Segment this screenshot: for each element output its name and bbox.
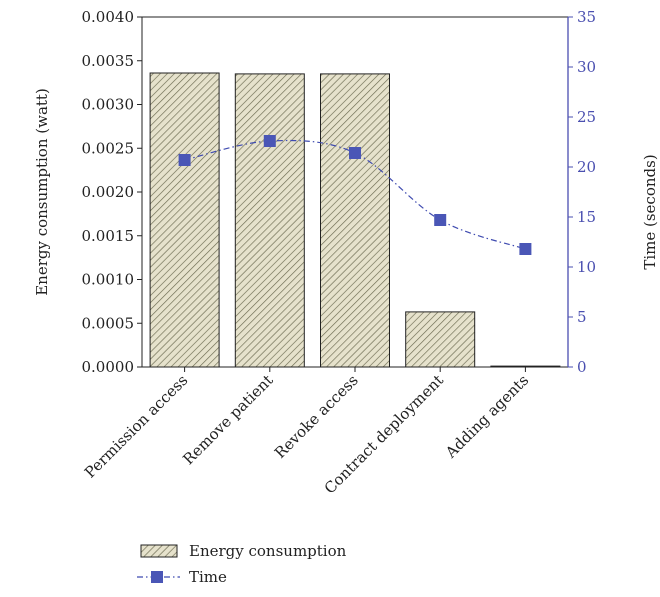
x-tick-label: Revoke access	[271, 371, 362, 462]
time-series	[178, 135, 532, 255]
y-tick-label: 0.0025	[82, 139, 135, 157]
y2-tick-label: 30	[577, 58, 596, 76]
y-tick-label: 0.0035	[82, 52, 135, 70]
y2-tick-label: 0	[577, 358, 587, 376]
legend-bar-swatch	[140, 544, 178, 558]
bar	[234, 73, 305, 368]
y-axis-title: Energy consumption (watt)	[33, 88, 51, 296]
legend-marker-swatch	[151, 571, 163, 583]
y2-tick-label: 25	[577, 108, 596, 126]
x-tick-label: Permission access	[81, 371, 191, 481]
y-tick-label: 0.0030	[82, 96, 135, 114]
y2-tick-label: 5	[577, 308, 587, 326]
y2-tick-label: 35	[577, 8, 596, 26]
legend-label: Energy consumption	[189, 542, 347, 560]
legend: Energy consumption Time	[137, 542, 347, 586]
bar	[320, 73, 390, 368]
bar-series	[149, 72, 561, 368]
time-marker	[519, 243, 532, 255]
x-tick-label: Remove patient	[179, 371, 276, 468]
legend-label: Time	[189, 568, 227, 586]
time-line	[184, 139, 526, 250]
x-tick-label: Adding agents	[441, 371, 532, 462]
y-tick-label: 0.0040	[82, 8, 135, 26]
y2-tick-label: 10	[577, 258, 596, 276]
y-tick-label: 0.0005	[82, 314, 135, 332]
y-tick-label: 0.0010	[82, 271, 135, 289]
bar	[405, 311, 476, 368]
y-tick-label: 0.0000	[82, 358, 135, 376]
axes	[137, 16, 573, 372]
bar	[149, 72, 220, 368]
y2-tick-label: 15	[577, 208, 596, 226]
time-marker	[349, 147, 361, 159]
time-marker	[434, 214, 447, 226]
time-marker	[178, 154, 191, 166]
y2-tick-label: 20	[577, 158, 596, 176]
y-tick-label: 0.0015	[82, 227, 135, 245]
time-marker	[263, 135, 276, 147]
y-tick-label: 0.0020	[82, 183, 135, 201]
y2-axis-title: Time (seconds)	[641, 154, 659, 269]
